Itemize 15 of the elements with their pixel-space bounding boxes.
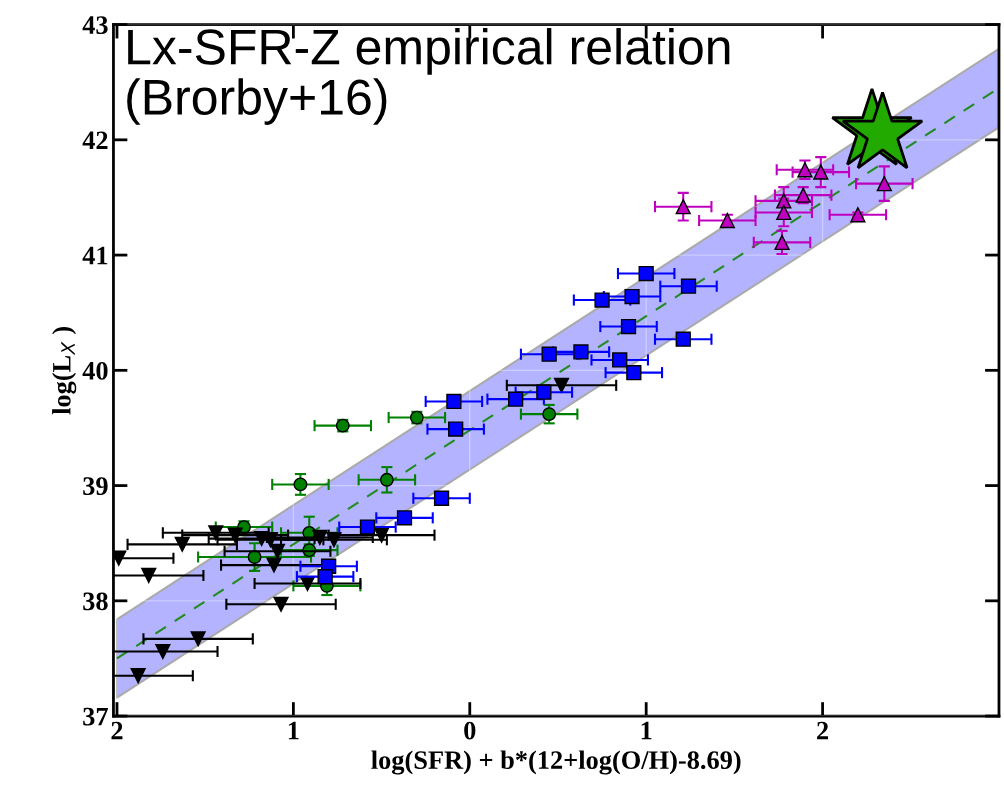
y-tick-label: 37 [83,707,108,726]
x-tick-label: 2 [111,721,123,740]
x-tick-label: 1 [641,721,652,740]
x-tick-label: 0 [464,721,476,740]
y-tick-label: 42 [82,131,108,149]
y-tick-label: 39 [83,477,108,495]
x-tick-label: 1 [288,721,299,740]
text: Lx-SFR-Z empirical relation (Brorby+16) [127,28,730,125]
y-tick-label: 43 [82,16,108,34]
y-tick-label: 41 [82,246,108,265]
x-tick-label: 2 [817,721,829,740]
y-tick-label: 40 [82,361,108,380]
x-axis-title: log(SFR) + b*(12+log(O/H)-8.69) [371,750,741,775]
y-tick-label: 38 [83,592,108,611]
y-axis-title: log(L$_{X}$ ) [52,326,77,415]
